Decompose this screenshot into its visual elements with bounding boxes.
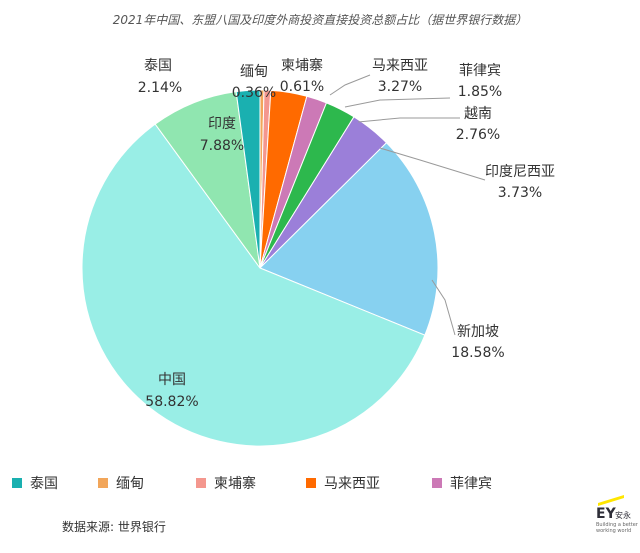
source-note: 数据来源: 世界银行 — [62, 519, 166, 534]
pie-slice — [81, 123, 426, 447]
pie-slice — [235, 89, 261, 269]
slice-value-label: 0.61% — [280, 79, 324, 95]
leader-line — [344, 97, 451, 108]
slice-name-label: 马来西亚 — [372, 58, 428, 74]
leader-line — [431, 279, 456, 336]
legend-swatch — [98, 478, 108, 488]
slice-name-label: 印度 — [208, 116, 236, 132]
slice-name-label: 缅甸 — [240, 64, 268, 80]
slice-value-label: 7.88% — [200, 138, 244, 154]
ey-logo-text: EY — [596, 506, 617, 522]
legend: 泰国 缅甸 柬埔寨 马来西亚 菲律宾 — [12, 475, 492, 492]
ey-logo-bar-icon — [598, 495, 624, 506]
legend-swatch — [196, 478, 206, 488]
slice-value-label: 58.82% — [145, 394, 198, 410]
slice-name-label: 菲律宾 — [459, 63, 501, 79]
pie-slices — [81, 89, 439, 447]
ey-logo: EY 安永 Building a better working world — [596, 495, 639, 534]
legend-label: 缅甸 — [116, 476, 144, 492]
slice-name-label: 泰国 — [144, 58, 172, 74]
ey-logo-tagline-2: working world — [596, 528, 631, 534]
slice-labels: 缅甸 0.36% 柬埔寨 0.61% 马来西亚 3.27% 菲律宾 1.85% 越南 2.76% 印… — [138, 57, 555, 410]
leader-lines — [329, 74, 486, 336]
legend-swatch — [12, 478, 22, 488]
slice-value-label: 18.58% — [451, 345, 504, 361]
legend-label: 泰国 — [30, 476, 58, 492]
slice-value-label: 2.14% — [138, 80, 182, 96]
slice-name-label: 中国 — [158, 372, 186, 388]
leader-line — [379, 147, 486, 181]
legend-swatch — [432, 478, 442, 488]
legend-label: 菲律宾 — [450, 476, 492, 492]
slice-name-label: 柬埔寨 — [281, 57, 323, 74]
slice-name-label: 印度尼西亚 — [485, 164, 555, 180]
slice-value-label: 0.36% — [232, 85, 276, 101]
ey-logo-tagline-1: Building a better — [596, 522, 639, 528]
chart-title: 2021年中国、东盟八国及印度外商投资直接投资总额占比（据世界银行数据） — [113, 13, 528, 27]
legend-swatch — [306, 478, 316, 488]
leader-line — [357, 117, 460, 123]
slice-value-label: 2.76% — [456, 127, 500, 143]
ey-logo-suffix: 安永 — [615, 510, 631, 520]
slice-name-label: 越南 — [464, 106, 492, 122]
pie-slice — [259, 142, 439, 336]
slice-value-label: 3.73% — [498, 185, 542, 201]
slice-value-label: 3.27% — [378, 79, 422, 95]
leader-line — [329, 74, 371, 96]
legend-label: 马来西亚 — [324, 476, 380, 492]
legend-label: 柬埔寨 — [214, 475, 256, 492]
slice-name-label: 新加坡 — [457, 324, 499, 340]
slice-value-label: 1.85% — [458, 84, 502, 100]
